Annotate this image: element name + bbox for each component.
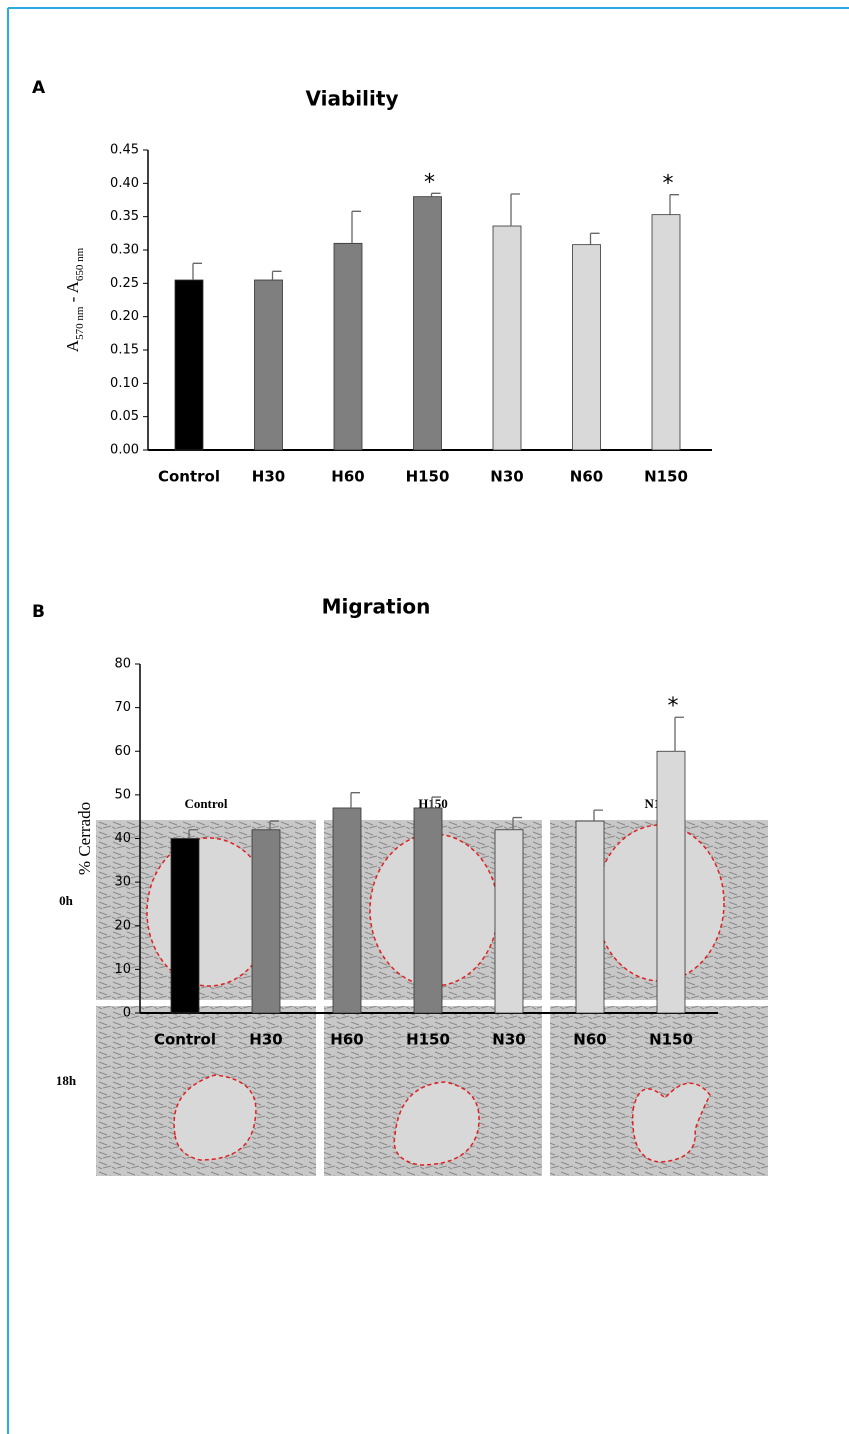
y-tick-label: 40 bbox=[114, 831, 131, 846]
x-tick-label: H60 bbox=[330, 1031, 363, 1049]
y-tick-label: 0.45 bbox=[110, 143, 139, 158]
wound-outline bbox=[173, 1074, 257, 1161]
error-bar bbox=[593, 809, 603, 822]
y-tick-label: 10 bbox=[114, 962, 131, 977]
bar bbox=[251, 829, 281, 1014]
y-tick-label: 60 bbox=[114, 744, 131, 759]
bar bbox=[333, 242, 363, 451]
error-bar bbox=[350, 792, 360, 808]
x-tick-label: N150 bbox=[644, 468, 688, 486]
x-tick-label: H30 bbox=[249, 1031, 282, 1049]
bar bbox=[651, 214, 681, 451]
x-tick-label: Control bbox=[154, 1031, 216, 1049]
chart-title: Migration bbox=[322, 595, 431, 619]
wound-outline bbox=[631, 1082, 711, 1163]
wound-outline bbox=[393, 1081, 480, 1166]
bar bbox=[413, 807, 443, 1014]
y-tick-label: 0.10 bbox=[110, 376, 139, 391]
y-axis-label-part: A bbox=[63, 339, 82, 352]
y-tick-label: 0 bbox=[123, 1006, 131, 1021]
error-bar bbox=[431, 796, 441, 808]
error-bar bbox=[669, 194, 679, 215]
error-bar bbox=[188, 829, 198, 839]
row-label: 0h bbox=[59, 893, 74, 908]
x-tick-label: H150 bbox=[406, 468, 450, 486]
y-tick-label: 30 bbox=[114, 875, 131, 890]
y-tick-label: 20 bbox=[114, 918, 131, 933]
y-tick-label: 0.30 bbox=[110, 243, 139, 258]
y-tick-label: 0.40 bbox=[110, 176, 139, 191]
y-axis-label-part: 570 nm bbox=[74, 306, 86, 340]
bar bbox=[413, 196, 442, 451]
y-axis-label-part: % Cerrado bbox=[75, 802, 94, 875]
y-axis-label: % Cerrado bbox=[75, 802, 94, 875]
bar bbox=[332, 807, 362, 1014]
bar bbox=[572, 244, 601, 451]
error-bar bbox=[589, 232, 600, 245]
x-tick-label: N30 bbox=[490, 468, 523, 486]
panel-label: B bbox=[32, 602, 45, 622]
chart-title: Viability bbox=[306, 87, 399, 111]
y-tick-label: 0.00 bbox=[110, 443, 139, 458]
x-tick-label: N30 bbox=[492, 1031, 525, 1049]
error-bar bbox=[512, 816, 522, 830]
bar bbox=[174, 279, 204, 451]
panel-label: A bbox=[32, 78, 46, 98]
y-tick-label: 0.25 bbox=[110, 276, 139, 291]
column-label: Control bbox=[184, 796, 227, 811]
row-label: 18h bbox=[56, 1073, 77, 1088]
y-axis-label-part: 650 nm bbox=[74, 247, 86, 281]
y-tick-label: 0.15 bbox=[110, 343, 139, 358]
bar bbox=[254, 279, 283, 451]
significance-mark: * bbox=[424, 170, 435, 195]
bar bbox=[575, 820, 605, 1014]
y-tick-label: 70 bbox=[114, 700, 131, 715]
bar bbox=[494, 829, 524, 1014]
y-tick-label: 80 bbox=[114, 657, 131, 672]
y-tick-label: 0.35 bbox=[110, 209, 139, 224]
x-tick-label: Control bbox=[158, 468, 220, 486]
significance-mark: * bbox=[663, 172, 674, 197]
x-tick-label: N60 bbox=[573, 1031, 606, 1049]
error-bar bbox=[271, 270, 282, 280]
bar bbox=[170, 838, 200, 1014]
column-label: H150 bbox=[418, 796, 448, 811]
bar bbox=[492, 225, 522, 451]
x-tick-label: H150 bbox=[406, 1031, 450, 1049]
x-tick-label: H60 bbox=[331, 468, 364, 486]
error-bar bbox=[430, 192, 441, 197]
x-tick-label: N60 bbox=[570, 468, 603, 486]
bar bbox=[656, 750, 686, 1014]
y-tick-label: 0.05 bbox=[110, 409, 139, 424]
y-tick-label: 0.20 bbox=[110, 309, 139, 324]
x-tick-label: N150 bbox=[649, 1031, 693, 1049]
error-bar bbox=[269, 820, 279, 830]
y-tick-label: 50 bbox=[114, 787, 131, 802]
error-bar bbox=[351, 210, 361, 244]
y-axis-label: A570 nm - A650 nm bbox=[63, 247, 86, 352]
y-axis-label-part: - A bbox=[63, 280, 82, 306]
error-bar bbox=[674, 716, 684, 752]
error-bar bbox=[192, 262, 202, 280]
error-bar bbox=[510, 193, 520, 226]
significance-mark: * bbox=[668, 694, 679, 719]
x-tick-label: H30 bbox=[252, 468, 285, 486]
